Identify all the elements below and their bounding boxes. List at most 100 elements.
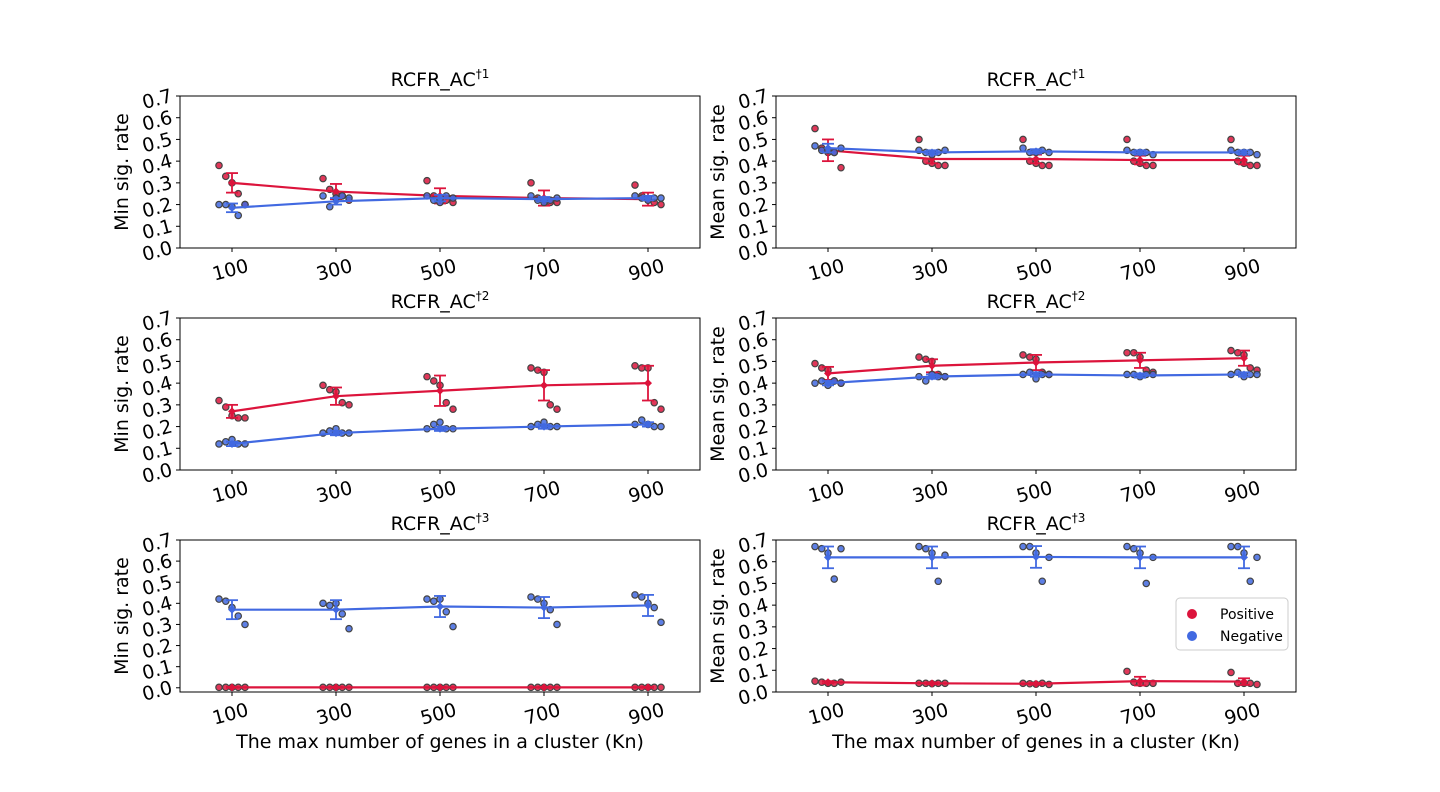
data-point — [1142, 161, 1151, 170]
mean-marker — [436, 683, 444, 692]
mean-marker — [332, 605, 340, 614]
x-tick-label: 900 — [1222, 699, 1263, 730]
mean-marker — [928, 361, 936, 370]
data-point — [811, 379, 819, 387]
data-point — [442, 607, 451, 616]
x-tick-label: 500 — [418, 477, 459, 508]
axes-frame — [775, 317, 1297, 471]
data-point — [811, 542, 819, 551]
data-point — [234, 211, 243, 220]
mean-marker — [1136, 677, 1144, 686]
mean-marker — [824, 678, 832, 687]
data-point — [1123, 542, 1131, 551]
x-tick-label: 100 — [806, 477, 847, 508]
mean-marker — [1136, 553, 1144, 562]
mean-marker — [1136, 371, 1144, 380]
chart-title-sup: †1 — [476, 67, 490, 81]
x-tick-label: 900 — [1222, 255, 1263, 286]
mean-marker — [824, 379, 832, 388]
mean-marker — [1032, 370, 1040, 379]
x-tick-label: 300 — [910, 255, 951, 286]
mean-marker — [1240, 553, 1248, 562]
y-axis-label: Mean sig. rate — [707, 326, 729, 462]
data-point — [657, 200, 665, 209]
data-point — [1019, 542, 1027, 551]
data-point — [811, 124, 819, 133]
mean-marker — [540, 381, 548, 390]
mean-marker — [228, 203, 236, 212]
data-point — [423, 372, 431, 381]
mean-marker — [540, 422, 548, 431]
data-point — [553, 405, 561, 414]
x-tick-label: 900 — [626, 699, 667, 730]
data-point — [1227, 135, 1235, 144]
data-point — [215, 161, 223, 170]
chart-title: RCFR_AC†2 — [391, 289, 490, 313]
data-point — [1149, 161, 1157, 170]
series-positive — [215, 361, 665, 422]
data-point — [1038, 577, 1047, 586]
chart-title-main: RCFR_AC — [987, 69, 1072, 91]
x-tick-label: 900 — [626, 477, 667, 508]
y-axis-label: Mean sig. rate — [707, 548, 729, 684]
data-point — [1123, 348, 1131, 357]
data-point — [1045, 161, 1053, 170]
mean-marker — [540, 603, 548, 612]
data-point — [837, 163, 845, 172]
data-point — [1142, 579, 1151, 588]
chart-title-main: RCFR_AC — [391, 291, 476, 313]
mean-marker — [1240, 148, 1248, 157]
legend-label-positive: Positive — [1220, 607, 1274, 623]
data-point — [1253, 370, 1261, 379]
x-tick-label: 700 — [522, 255, 563, 286]
data-point — [319, 599, 327, 608]
data-point — [215, 200, 223, 209]
data-point — [631, 591, 639, 599]
data-point — [527, 364, 535, 372]
data-point — [449, 405, 457, 414]
series-negative — [811, 368, 1261, 390]
mean-marker — [436, 602, 444, 611]
mean-marker — [644, 420, 652, 429]
x-tick-label: 100 — [210, 477, 251, 508]
data-point — [215, 440, 223, 448]
data-point — [811, 142, 819, 150]
chart-title-sup: †2 — [1072, 289, 1086, 303]
mean-marker — [1240, 354, 1248, 363]
data-point — [241, 620, 249, 629]
data-point — [319, 174, 327, 183]
series-negative — [215, 591, 665, 633]
mean-marker — [332, 392, 340, 401]
data-point — [1123, 667, 1131, 676]
data-point — [837, 544, 845, 553]
x-axis-label: The max number of genes in a cluster (Kn… — [235, 731, 644, 753]
data-point — [1246, 161, 1255, 170]
y-axis-label: Mean sig. rate — [707, 104, 729, 240]
mean-marker — [228, 605, 236, 614]
series-positive — [215, 683, 665, 692]
data-point — [657, 405, 665, 414]
mean-marker — [1240, 677, 1248, 686]
data-point — [1253, 680, 1261, 689]
data-point — [657, 194, 665, 202]
axes-frame — [775, 95, 1297, 249]
mean-marker — [928, 148, 936, 157]
mean-marker — [1032, 679, 1040, 688]
data-point — [423, 176, 431, 185]
legend-marker-negative — [1187, 631, 1197, 641]
x-tick-label: 500 — [418, 699, 459, 730]
mean-marker — [332, 187, 340, 196]
data-point — [915, 135, 923, 144]
mean-marker — [644, 601, 652, 610]
data-point — [241, 414, 249, 422]
x-tick-label: 500 — [1014, 255, 1055, 286]
legend-box — [1175, 597, 1289, 651]
mean-marker — [644, 194, 652, 203]
x-tick-label: 100 — [806, 699, 847, 730]
data-point — [1019, 135, 1027, 144]
data-point — [345, 624, 353, 633]
mean-marker — [540, 683, 548, 692]
chart-title: RCFR_AC†3 — [987, 511, 1086, 535]
